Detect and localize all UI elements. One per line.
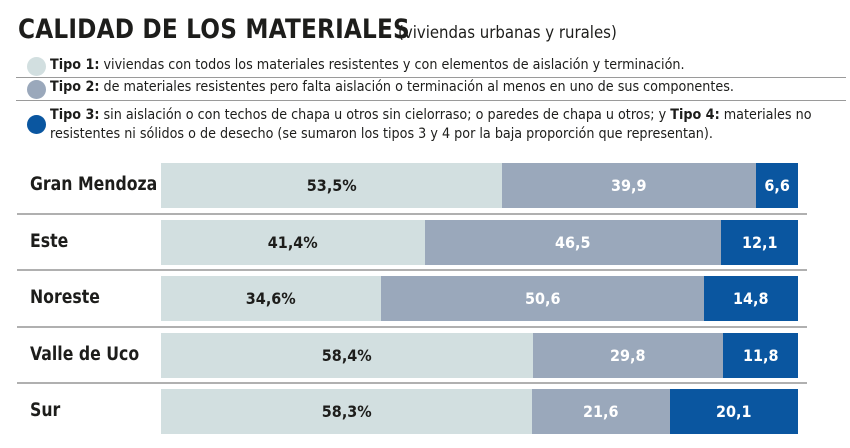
legend-text: de materiales resistentes pero falta ais… [99, 79, 734, 95]
legend-text: sin aislación o con techos de chapa u ot… [99, 107, 671, 123]
row-separator [17, 212, 807, 215]
data-label: 58,3% [321, 402, 372, 421]
data-label: 53,5% [306, 176, 357, 195]
legend-swatch-tipo-2-icon [27, 80, 46, 99]
bar-segment-tipo-2: 21,6 [532, 389, 670, 434]
data-label: 11,8 [742, 345, 779, 365]
bar-segment-tipo-1: 58,3% [161, 389, 533, 434]
bar-segment-tipo-1: 41,4% [161, 219, 425, 265]
legend-item-tipo-1: Tipo 1: viviendas con todos los material… [16, 56, 846, 78]
data-label: 41,4% [267, 232, 318, 252]
title-main: CALIDAD DE LOS MATERIALES [18, 14, 410, 45]
data-label: 21,6 [583, 402, 619, 421]
bar-segment-tipo-2: 50,6 [381, 276, 704, 321]
category-label: Valle de Uco [30, 343, 140, 365]
bar-segment-tipo-3-y-4: 14,8 [703, 276, 798, 321]
bar-segment-tipo-1: 34,6% [161, 276, 382, 321]
bar-segment-tipo-1: 58,4% [161, 332, 533, 378]
bar-segment-tipo-3-y-4: 11,8 [722, 332, 798, 378]
legend-key: Tipo 3: [50, 107, 100, 123]
bar-segment-tipo-2: 46,5 [424, 219, 721, 265]
category-label: Noreste [30, 287, 100, 308]
title-subtitle: (viviendas urbanas y rurales) [398, 23, 617, 43]
category-label: Gran Mendoza [30, 174, 158, 195]
bar-segment-tipo-3-y-4: 6,6 [755, 163, 798, 208]
legend-text-line-2: resistentes ni sólidos o de desecho (se … [50, 126, 713, 142]
data-label: 34,6% [246, 289, 297, 308]
row-separator [17, 325, 807, 328]
row-separator [17, 269, 807, 271]
legend-key: Tipo 4: [670, 107, 720, 123]
data-label: 12,1 [741, 232, 778, 252]
bar-segment-tipo-1: 53,5% [161, 163, 502, 208]
bar-segment-tipo-2: 39,9 [501, 163, 756, 208]
data-label: 6,6 [764, 176, 790, 195]
legend-swatch-tipo-3-4-icon [27, 115, 46, 134]
legend: Tipo 1: viviendas con todos los material… [16, 56, 846, 146]
data-label: 29,8 [610, 345, 646, 365]
legend-item-tipo-3-4: Tipo 3: sin aislación o con techos de ch… [16, 101, 846, 146]
legend-key: Tipo 1: [50, 57, 100, 73]
data-label: 20,1 [716, 402, 752, 421]
legend-text: viviendas con todos los materiales resis… [99, 57, 685, 73]
data-label: 46,5 [555, 232, 591, 252]
category-label: Este [30, 230, 69, 252]
row-separator [17, 382, 807, 384]
data-label: 58,4% [322, 345, 372, 365]
bar-segment-tipo-3-y-4: 20,1 [669, 389, 798, 434]
data-label: 39,9 [611, 176, 647, 195]
bar-segment-tipo-2: 29,8 [533, 332, 723, 378]
bar-segment-tipo-3-y-4: 12,1 [720, 219, 798, 265]
data-label: 14,8 [733, 289, 769, 308]
legend-swatch-tipo-1-icon [27, 57, 46, 76]
data-label: 50,6 [524, 289, 561, 308]
legend-key: Tipo 2: [50, 79, 100, 95]
legend-item-tipo-2: Tipo 2: de materiales resistentes pero f… [16, 78, 846, 101]
legend-text: materiales no [719, 107, 812, 123]
category-label: Sur [30, 400, 61, 421]
chart-title: CALIDAD DE LOS MATERIALES (viviendas urb… [18, 14, 617, 45]
